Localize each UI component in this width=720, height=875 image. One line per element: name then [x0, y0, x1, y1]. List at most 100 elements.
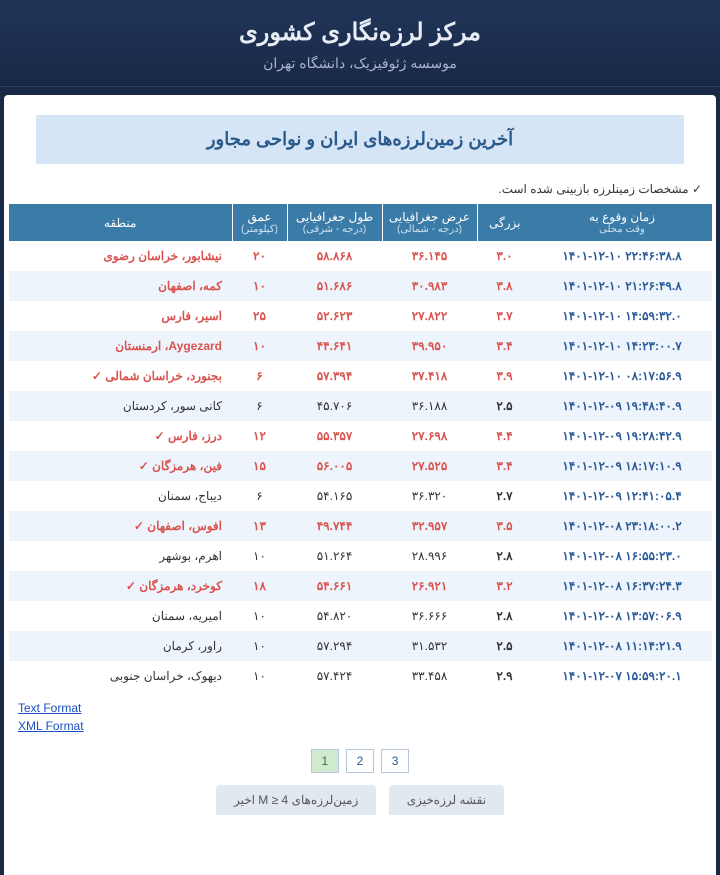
cell-mag: ۳.۹ — [477, 361, 532, 391]
cell-region: امیریه، سمنان — [9, 601, 233, 631]
col-mag: بزرگی — [477, 204, 532, 241]
table-row[interactable]: ۱۴۰۱-۱۲-۱۰ ۱۴:۲۳:۰۰.۷۳.۴۳۹.۹۵۰۴۴.۶۴۱۱۰Ay… — [9, 331, 713, 361]
table-row[interactable]: ۱۴۰۱-۱۲-۰۹ ۱۹:۲۸:۴۲.۹۴.۴۲۷.۶۹۸۵۵.۳۵۷۱۲در… — [9, 421, 713, 451]
cell-lon: ۵۲.۶۲۳ — [287, 301, 382, 331]
page-1[interactable]: 1 — [311, 749, 340, 773]
col-lat: عرض جغرافیایی (درجه - شمالی) — [382, 204, 477, 241]
cell-region: فین، هرمزگان ✓ — [9, 451, 233, 481]
cell-lat: ۲۸.۹۹۶ — [382, 541, 477, 571]
table-row[interactable]: ۱۴۰۱-۱۲-۱۰ ۲۱:۲۶:۴۹.۸۳.۸۳۰.۹۸۳۵۱.۶۸۶۱۰کم… — [9, 271, 713, 301]
earthquake-table: زمان وقوع به وقت محلی بزرگی عرض جغرافیای… — [8, 204, 712, 691]
table-row[interactable]: ۱۴۰۱-۱۲-۰۹ ۱۸:۱۷:۱۰.۹۳.۴۲۷.۵۲۵۵۶.۰۰۵۱۵فی… — [9, 451, 713, 481]
cell-mag: ۳.۲ — [477, 571, 532, 601]
content-panel: آخرین زمین‌لرزه‌های ایران و نواحی مجاور … — [4, 95, 716, 875]
cell-lon: ۵۱.۶۸۶ — [287, 271, 382, 301]
table-row[interactable]: ۱۴۰۱-۱۲-۰۹ ۱۹:۴۸:۴۰.۹۲.۵۳۶.۱۸۸۴۵.۷۰۶۶کان… — [9, 391, 713, 421]
table-row[interactable]: ۱۴۰۱-۱۲-۰۷ ۱۵:۵۹:۲۰.۱۲.۹۳۳.۴۵۸۵۷.۴۲۴۱۰دی… — [9, 661, 713, 691]
cell-lat: ۳۱.۵۳۲ — [382, 631, 477, 661]
cell-mag: ۲.۹ — [477, 661, 532, 691]
cell-mag: ۲.۸ — [477, 541, 532, 571]
cell-lon: ۵۴.۱۶۵ — [287, 481, 382, 511]
cell-region: کمه، اصفهان — [9, 271, 233, 301]
cell-lon: ۵۷.۴۲۴ — [287, 661, 382, 691]
cell-depth: ۱۰ — [232, 661, 287, 691]
cell-mag: ۳.۴ — [477, 331, 532, 361]
cell-lat: ۳۲.۹۵۷ — [382, 511, 477, 541]
col-time: زمان وقوع به وقت محلی — [532, 204, 712, 241]
table-row[interactable]: ۱۴۰۱-۱۲-۰۸ ۲۳:۱۸:۰۰.۲۳.۵۳۲.۹۵۷۴۹.۷۴۴۱۳اف… — [9, 511, 713, 541]
cell-time: ۱۴۰۱-۱۲-۰۸ ۱۶:۵۵:۲۳.۰ — [532, 541, 712, 571]
table-row[interactable]: ۱۴۰۱-۱۲-۰۸ ۱۳:۵۷:۰۶.۹۲.۸۳۶.۶۶۶۵۴.۸۲۰۱۰ام… — [9, 601, 713, 631]
cell-region: بجنورد، خراسان شمالی ✓ — [9, 361, 233, 391]
text-format-link[interactable]: Text Format — [18, 701, 702, 715]
cell-lat: ۳۹.۹۵۰ — [382, 331, 477, 361]
tab-recent[interactable]: زمین‌لرزه‌های 4 ≤ M اخیر — [216, 785, 376, 815]
cell-lon: ۵۴.۸۲۰ — [287, 601, 382, 631]
cell-lat: ۲۷.۸۲۲ — [382, 301, 477, 331]
cell-time: ۱۴۰۱-۱۲-۰۹ ۱۹:۲۸:۴۲.۹ — [532, 421, 712, 451]
cell-depth: ۱۰ — [232, 601, 287, 631]
table-row[interactable]: ۱۴۰۱-۱۲-۰۸ ۱۶:۵۵:۲۳.۰۲.۸۲۸.۹۹۶۵۱.۲۶۴۱۰اه… — [9, 541, 713, 571]
cell-depth: ۱۰ — [232, 331, 287, 361]
page-2[interactable]: 2 — [346, 749, 375, 773]
cell-region: Aygezard، ارمنستان — [9, 331, 233, 361]
cell-depth: ۱۳ — [232, 511, 287, 541]
cell-region: دیباج، سمنان — [9, 481, 233, 511]
cell-time: ۱۴۰۱-۱۲-۰۸ ۲۳:۱۸:۰۰.۲ — [532, 511, 712, 541]
table-row[interactable]: ۱۴۰۱-۱۲-۱۰ ۲۲:۴۶:۳۸.۸۳.۰۳۶.۱۴۵۵۸.۸۶۸۲۰نی… — [9, 241, 713, 271]
xml-format-link[interactable]: XML Format — [18, 719, 702, 733]
col-depth: عمق (کیلومتر) — [232, 204, 287, 241]
cell-lat: ۳۷.۴۱۸ — [382, 361, 477, 391]
cell-mag: ۲.۵ — [477, 391, 532, 421]
cell-region: اسیر، فارس — [9, 301, 233, 331]
cell-mag: ۲.۷ — [477, 481, 532, 511]
cell-time: ۱۴۰۱-۱۲-۰۷ ۱۵:۵۹:۲۰.۱ — [532, 661, 712, 691]
cell-region: راور، کرمان — [9, 631, 233, 661]
cell-depth: ۲۵ — [232, 301, 287, 331]
cell-depth: ۱۰ — [232, 541, 287, 571]
cell-region: اهرم، بوشهر — [9, 541, 233, 571]
cell-region: نیشابور، خراسان رضوی — [9, 241, 233, 271]
cell-mag: ۳.۷ — [477, 301, 532, 331]
col-region: منطقه — [9, 204, 233, 241]
cell-time: ۱۴۰۱-۱۲-۰۹ ۱۸:۱۷:۱۰.۹ — [532, 451, 712, 481]
cell-time: ۱۴۰۱-۱۲-۱۰ ۰۸:۱۷:۵۶.۹ — [532, 361, 712, 391]
site-title: مرکز لرزه‌نگاری کشوری — [0, 18, 720, 47]
col-lon: طول جغرافیایی (درجه - شرقی) — [287, 204, 382, 241]
cell-time: ۱۴۰۱-۱۲-۰۹ ۱۹:۴۸:۴۰.۹ — [532, 391, 712, 421]
cell-lat: ۳۶.۶۶۶ — [382, 601, 477, 631]
cell-region: کوخرد، هرمزگان ✓ — [9, 571, 233, 601]
cell-time: ۱۴۰۱-۱۲-۱۰ ۱۴:۲۳:۰۰.۷ — [532, 331, 712, 361]
cell-lat: ۳۶.۱۴۵ — [382, 241, 477, 271]
cell-depth: ۶ — [232, 361, 287, 391]
page-3[interactable]: 3 — [381, 749, 410, 773]
cell-depth: ۱۵ — [232, 451, 287, 481]
cell-mag: ۳.۵ — [477, 511, 532, 541]
cell-lon: ۴۹.۷۴۴ — [287, 511, 382, 541]
table-row[interactable]: ۱۴۰۱-۱۲-۱۰ ۰۸:۱۷:۵۶.۹۳.۹۳۷.۴۱۸۵۷.۳۹۴۶بجن… — [9, 361, 713, 391]
cell-depth: ۱۰ — [232, 271, 287, 301]
bottom-tabs: نقشه لرزه‌خیزی زمین‌لرزه‌های 4 ≤ M اخیر — [8, 785, 712, 815]
cell-lon: ۵۱.۲۶۴ — [287, 541, 382, 571]
table-row[interactable]: ۱۴۰۱-۱۲-۱۰ ۱۴:۵۹:۳۲.۰۳.۷۲۷.۸۲۲۵۲.۶۲۳۲۵اس… — [9, 301, 713, 331]
cell-lat: ۳۳.۴۵۸ — [382, 661, 477, 691]
table-row[interactable]: ۱۴۰۱-۱۲-۰۸ ۱۱:۱۴:۲۱.۹۲.۵۳۱.۵۳۲۵۷.۲۹۴۱۰را… — [9, 631, 713, 661]
cell-lat: ۲۷.۶۹۸ — [382, 421, 477, 451]
tab-map[interactable]: نقشه لرزه‌خیزی — [389, 785, 504, 815]
cell-time: ۱۴۰۱-۱۲-۰۹ ۱۲:۴۱:۰۵.۴ — [532, 481, 712, 511]
cell-lon: ۵۵.۳۵۷ — [287, 421, 382, 451]
table-row[interactable]: ۱۴۰۱-۱۲-۰۹ ۱۲:۴۱:۰۵.۴۲.۷۳۶.۳۲۰۵۴.۱۶۵۶دیب… — [9, 481, 713, 511]
cell-depth: ۲۰ — [232, 241, 287, 271]
table-row[interactable]: ۱۴۰۱-۱۲-۰۸ ۱۶:۳۷:۲۴.۳۳.۲۲۶.۹۲۱۵۴.۶۶۱۱۸کو… — [9, 571, 713, 601]
cell-mag: ۴.۴ — [477, 421, 532, 451]
review-note: ✓ مشخصات زمینلرزه بازبینی شده است. — [18, 182, 702, 196]
export-links: Text Format XML Format — [8, 691, 712, 743]
cell-mag: ۳.۸ — [477, 271, 532, 301]
cell-lon: ۵۷.۳۹۴ — [287, 361, 382, 391]
cell-depth: ۱۸ — [232, 571, 287, 601]
cell-mag: ۲.۸ — [477, 601, 532, 631]
cell-time: ۱۴۰۱-۱۲-۱۰ ۱۴:۵۹:۳۲.۰ — [532, 301, 712, 331]
cell-lat: ۲۶.۹۲۱ — [382, 571, 477, 601]
cell-region: دیهوک، خراسان جنوبی — [9, 661, 233, 691]
cell-region: کانی سور، کردستان — [9, 391, 233, 421]
